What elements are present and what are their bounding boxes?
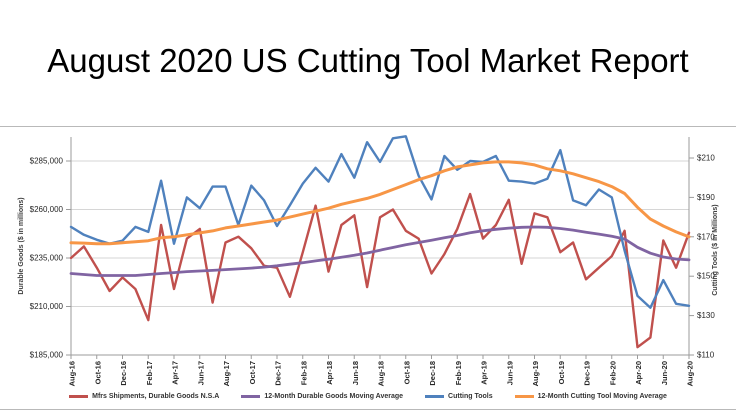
legend-label: Mfrs Shipments, Durable Goods N.S.A	[92, 393, 220, 400]
legend-label: 12-Month Cutting Tool Moving Average	[537, 393, 667, 400]
x-axis-tick-label: Jun-18	[351, 361, 360, 385]
right-axis-tick-label: $150	[697, 272, 715, 281]
top-divider	[0, 126, 736, 127]
right-axis-title: Cutting Tools ($ in Millions)	[712, 204, 719, 295]
chart-legend: Mfrs Shipments, Durable Goods N.S.A 12-Mo…	[0, 393, 736, 400]
right-axis-tick-label: $190	[697, 193, 715, 202]
x-axis-tick-label: Feb-19	[454, 361, 463, 385]
x-axis-tick-label: Feb-18	[299, 361, 308, 385]
left-axis-tick-label: $210,000	[30, 302, 64, 311]
x-axis-tick-label: Aug-19	[531, 361, 540, 386]
x-axis-tick-label: Aug-17	[222, 361, 231, 386]
legend-item: Cutting Tools	[425, 393, 493, 400]
left-axis-tick-label: $285,000	[30, 157, 64, 166]
bottom-divider	[0, 409, 736, 410]
series-line-1	[69, 192, 691, 349]
left-axis-title: Durable Goods ($ in millions)	[18, 197, 25, 294]
legend-item: 12-Month Cutting Tool Moving Average	[514, 393, 667, 400]
x-axis-tick-label: Oct-18	[402, 361, 411, 384]
x-axis-tick-label: Jun-17	[196, 361, 205, 385]
right-axis-tick-label: $110	[697, 351, 715, 360]
left-axis-tick-label: $235,000	[30, 254, 64, 263]
x-axis-tick-label: Feb-20	[608, 361, 617, 385]
x-axis-tick-label: Apr-19	[480, 361, 489, 385]
x-axis-tick-label: Dec-16	[119, 361, 128, 386]
legend-label: 12-Month Durable Goods Moving Average	[264, 393, 404, 400]
legend-swatch	[241, 395, 261, 398]
series-line-3	[69, 135, 691, 309]
legend-item: Mfrs Shipments, Durable Goods N.S.A	[69, 393, 219, 400]
series-line-4	[69, 160, 691, 246]
right-axis-tick-label: $210	[697, 154, 715, 163]
x-axis-tick-label: Oct-16	[93, 361, 102, 384]
x-axis-tick-label: Feb-17	[145, 361, 154, 385]
x-axis-tick-label: Apr-18	[325, 361, 334, 385]
x-axis-tick-label: Oct-19	[557, 361, 566, 384]
right-axis-tick-label: $130	[697, 311, 715, 320]
x-axis-tick-label: Dec-17	[274, 361, 283, 386]
page-title: August 2020 US Cutting Tool Market Repor…	[47, 42, 689, 79]
x-axis-tick-label: Apr-20	[634, 361, 643, 385]
left-axis-tick-label: $185,000	[30, 351, 64, 360]
x-axis-tick-label: Jun-19	[505, 361, 514, 385]
x-axis-tick-label: Dec-18	[428, 361, 437, 386]
legend-item: 12-Month Durable Goods Moving Average	[241, 393, 403, 400]
legend-swatch	[69, 395, 89, 398]
legend-swatch	[425, 395, 445, 398]
right-axis-tick-label: $170	[697, 232, 715, 241]
x-axis-tick-label: Apr-17	[171, 361, 180, 385]
x-axis-tick-label: Jun-20	[660, 361, 669, 385]
x-axis-tick-label: Oct-17	[248, 361, 257, 384]
series-line-2	[69, 225, 691, 277]
x-axis-tick-label: Aug-16	[68, 361, 77, 386]
x-axis-tick-label: Aug-18	[377, 361, 386, 386]
x-axis-tick-label: Aug-20	[686, 361, 695, 386]
legend-label: Cutting Tools	[448, 393, 493, 400]
x-axis-tick-label: Dec-19	[583, 361, 592, 386]
left-axis-tick-label: $260,000	[30, 205, 64, 214]
legend-swatch	[514, 395, 534, 398]
